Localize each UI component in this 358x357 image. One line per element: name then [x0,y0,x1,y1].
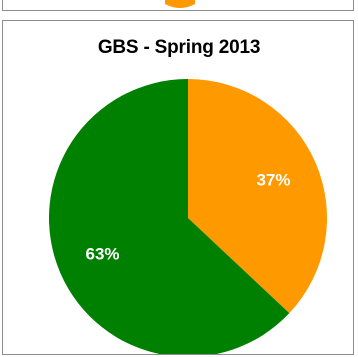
slice-label-37: 37% [256,170,290,189]
pie-slice-63 [49,79,290,354]
previous-chart-edge [2,0,354,11]
slice-label-63: 63% [86,244,120,263]
pie-chart: 37% 63% [49,79,327,354]
previous-chart-slice-fragment [165,0,195,8]
chart-frame: GBS - Spring 2013 37% 63% [2,20,354,355]
previous-chart-fragment [0,0,358,16]
chart-title: GBS - Spring 2013 [97,37,261,58]
pie-slice-37 [188,79,327,314]
